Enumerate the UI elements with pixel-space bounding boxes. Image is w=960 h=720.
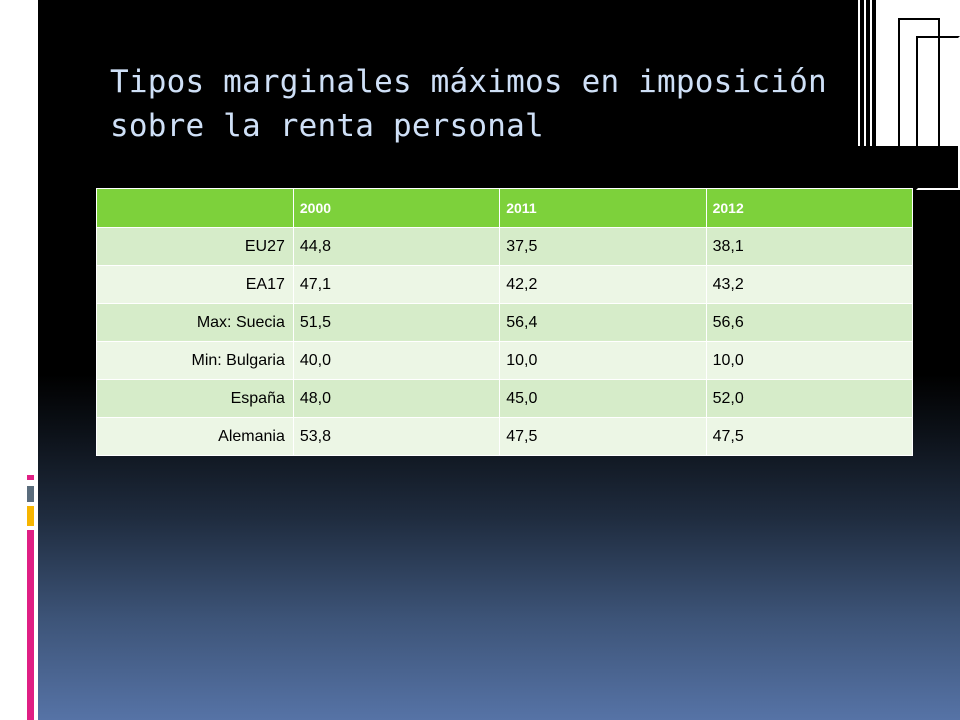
cell-value: 37,5: [499, 227, 707, 266]
cell-value: 44,8: [292, 227, 501, 266]
deco-frame-outline: [916, 36, 960, 190]
deco-stripe: [858, 0, 860, 146]
slide-title: Tipos marginales máximos en imposición s…: [110, 64, 827, 144]
cell-value: 48,0: [292, 379, 501, 418]
row-label: Min: Bulgaria: [96, 341, 294, 380]
cell-value: 47,1: [292, 265, 501, 304]
accent-bar-gray: [27, 486, 34, 502]
header-year-2011: 2011: [499, 188, 707, 228]
accent-bar-yellow: [27, 506, 34, 526]
cell-value: 40,0: [292, 341, 501, 380]
cell-value: 53,8: [292, 417, 501, 456]
deco-block: [876, 0, 960, 146]
table-header-row: 2000 2011 2012: [96, 188, 914, 228]
cell-value: 56,6: [705, 303, 914, 342]
row-label: EU27: [96, 227, 294, 266]
cell-value: 10,0: [705, 341, 914, 380]
corner-decoration: [858, 0, 960, 190]
cell-value: 42,2: [499, 265, 707, 304]
table-row: Alemania 53,8 47,5 47,5: [96, 417, 914, 456]
cell-value: 38,1: [705, 227, 914, 266]
cell-value: 47,5: [705, 417, 914, 456]
cell-value: 47,5: [499, 417, 707, 456]
row-label: Alemania: [96, 417, 294, 456]
cell-value: 56,4: [499, 303, 707, 342]
row-label: España: [96, 379, 294, 418]
row-label: Max: Suecia: [96, 303, 294, 342]
cell-value: 10,0: [499, 341, 707, 380]
deco-frame: [898, 18, 940, 160]
header-year-2000: 2000: [292, 188, 501, 228]
header-corner-cell: [96, 188, 294, 228]
cell-value: 51,5: [292, 303, 501, 342]
table-row: España 48,0 45,0 52,0: [96, 379, 914, 418]
cell-value: 52,0: [705, 379, 914, 418]
deco-stripe: [870, 0, 872, 146]
table-row: EA17 47,1 42,2 43,2: [96, 265, 914, 304]
accent-bar-magenta: [27, 475, 34, 480]
header-year-2012: 2012: [705, 188, 914, 228]
accent-bar-magenta-long: [27, 530, 34, 720]
table-row: Max: Suecia 51,5 56,4 56,6: [96, 303, 914, 342]
row-label: EA17: [96, 265, 294, 304]
table-row: EU27 44,8 37,5 38,1: [96, 227, 914, 266]
cell-value: 45,0: [499, 379, 707, 418]
table-row: Min: Bulgaria 40,0 10,0 10,0: [96, 341, 914, 380]
cell-value: 43,2: [705, 265, 914, 304]
tax-rates-table: 2000 2011 2012 EU27 44,8 37,5 38,1 EA17 …: [96, 188, 914, 456]
deco-stripe: [864, 0, 866, 146]
